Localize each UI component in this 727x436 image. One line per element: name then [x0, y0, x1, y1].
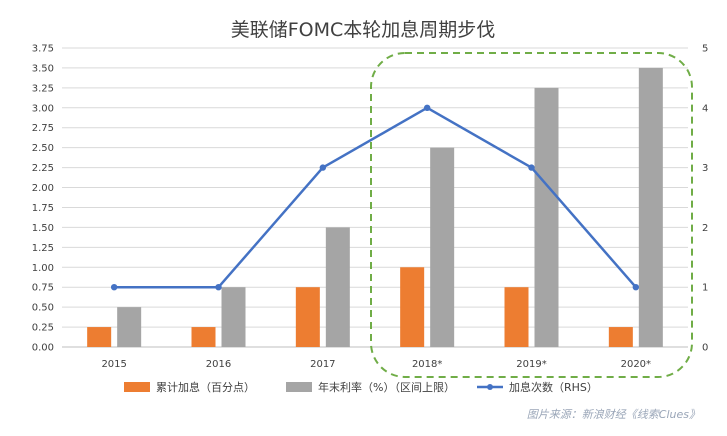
left-tick-label: 0.25: [32, 323, 54, 334]
left-tick-label: 1.00: [32, 263, 54, 274]
bar-year-end-rate: [117, 307, 142, 347]
legend-marker-hike-count: [487, 384, 493, 390]
x-axis-ticks: 2015 2016 2017 2018* 2019* 2020*: [101, 359, 651, 370]
x-tick-label: 2017: [310, 359, 335, 370]
bar-cumulative-hikes: [504, 287, 529, 347]
gridlines: [62, 47, 688, 348]
right-tick-label: 0: [702, 343, 708, 354]
x-tick-label: 2018*: [412, 359, 442, 370]
x-tick-label: 2015: [101, 359, 126, 370]
bar-year-end-rate: [221, 287, 246, 347]
left-tick-label: 3.75: [32, 44, 54, 55]
right-tick-label: 1: [702, 283, 708, 294]
left-axis-ticks: 0.00 0.25 0.50 0.75 1.00 1.25 1.50 1.75 2.00 2.25…: [32, 44, 54, 354]
legend-swatch-year-end-rate: [286, 382, 312, 392]
left-tick-label: 3.00: [32, 103, 54, 114]
chart-title: 美联储FOMC本轮加息周期步伐: [231, 19, 496, 41]
line-series-layer: [110, 104, 640, 291]
bar-cumulative-hikes: [295, 287, 320, 347]
bar-year-end-rate: [534, 87, 559, 347]
highlight-box-layer: [370, 52, 693, 378]
left-tick-label: 1.50: [32, 223, 54, 234]
point-hike-count: [215, 284, 222, 291]
point-hike-count: [319, 164, 327, 171]
right-tick-label: 2: [702, 223, 708, 234]
left-tick-label: 2.50: [32, 143, 54, 154]
bar-cumulative-hikes: [608, 327, 633, 347]
bar-cumulative-hikes: [87, 327, 112, 347]
highlight-box: [370, 52, 693, 378]
source-note: 图片来源：新浪财经《线索Clues》: [527, 408, 700, 421]
legend-swatch-cumulative-hikes: [124, 382, 150, 392]
bar-year-end-rate: [430, 147, 455, 347]
right-tick-label: 5: [702, 44, 708, 55]
left-tick-label: 1.75: [32, 203, 54, 214]
left-tick-label: 3.50: [32, 63, 54, 74]
left-tick-label: 0.75: [32, 283, 54, 294]
bar-cumulative-hikes: [400, 267, 425, 347]
point-hike-count: [528, 164, 535, 171]
x-tick-label: 2016: [206, 359, 231, 370]
bar-year-end-rate: [638, 67, 663, 347]
right-tick-label: 3: [702, 163, 708, 174]
point-hike-count: [423, 104, 431, 112]
bar-series-layer: [87, 67, 663, 347]
legend-label-hike-count: 加息次数（RHS）: [509, 380, 598, 394]
point-hike-count: [110, 284, 118, 291]
bar-year-end-rate: [325, 227, 350, 347]
x-tick-label: 2019*: [516, 359, 546, 370]
right-axis-ticks: 0 1 2 3 4 5: [702, 44, 708, 354]
right-tick-label: 4: [702, 103, 708, 114]
legend-label-year-end-rate: 年末利率（%）（区间上限）: [318, 380, 455, 394]
legend-label-cumulative-hikes: 累计加息（百分点）: [156, 380, 255, 394]
left-tick-label: 0.00: [32, 343, 54, 354]
left-tick-label: 2.75: [32, 123, 54, 134]
line-hike-count: [114, 106, 637, 289]
left-tick-label: 1.25: [32, 243, 54, 254]
legend: 累计加息（百分点） 年末利率（%）（区间上限） 加息次数（RHS）: [124, 380, 598, 394]
x-tick-label: 2020*: [621, 359, 651, 370]
left-tick-label: 3.25: [32, 83, 54, 94]
bar-cumulative-hikes: [191, 327, 216, 347]
left-tick-label: 2.25: [32, 163, 54, 174]
point-hike-count: [632, 284, 640, 291]
left-tick-label: 0.50: [32, 303, 54, 314]
left-tick-label: 2.00: [32, 183, 54, 194]
